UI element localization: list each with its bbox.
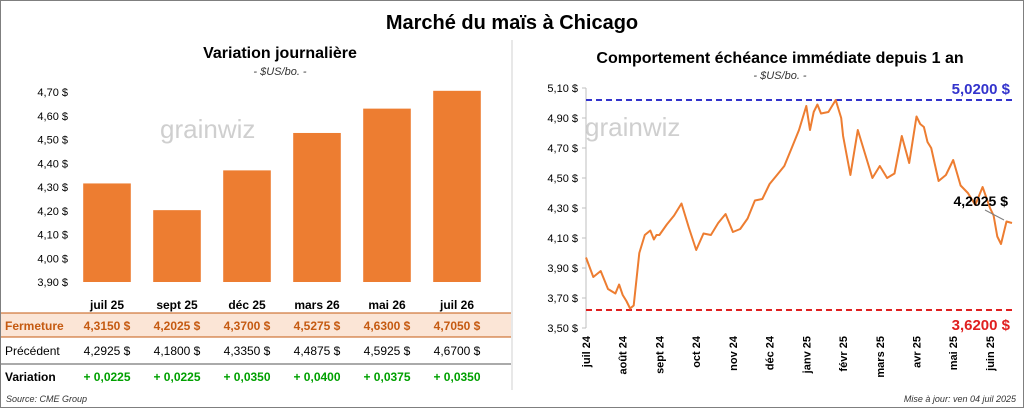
left-y-tick-label: 4,60 $: [37, 111, 68, 123]
left-y-tick-label: 4,10 $: [37, 230, 68, 242]
right-x-tick-label: août 24: [618, 335, 630, 374]
left-watermark: grainwiz: [160, 114, 255, 144]
right-watermark: grainwiz: [585, 112, 680, 142]
table-cell: 4,2025 $: [154, 319, 201, 333]
table-cell: 4,3700 $: [224, 319, 271, 333]
table-cell: 4,5275 $: [294, 319, 341, 333]
table-cell: + 0,0225: [153, 370, 200, 384]
right-y-tick-label: 3,50 $: [547, 323, 578, 335]
table-cell: 4,6700 $: [434, 344, 481, 358]
left-y-tick-label: 3,90 $: [37, 277, 68, 289]
left-chart-title: Variation journalière: [203, 45, 357, 62]
right-y-tick-label: 3,70 $: [547, 293, 578, 305]
right-y-tick-label: 4,30 $: [547, 203, 578, 215]
left-x-tick-label: déc 25: [228, 298, 266, 312]
table-cell: 4,1800 $: [154, 344, 201, 358]
left-y-tick-label: 4,00 $: [37, 253, 68, 265]
left-x-tick-label: mars 26: [294, 298, 340, 312]
bar-2: [223, 170, 271, 282]
right-x-tick-label: oct 24: [691, 335, 703, 368]
left-x-tick-label: sept 25: [156, 298, 198, 312]
table-row-highlight: [1, 313, 511, 337]
right-y-tick-label: 4,50 $: [547, 173, 578, 185]
left-y-tick-label: 4,20 $: [37, 206, 68, 218]
source-note: Source: CME Group: [6, 394, 88, 404]
left-y-tick-label: 4,50 $: [37, 135, 68, 147]
table-row-label: Précédent: [5, 344, 60, 358]
table-cell: 4,6300 $: [364, 319, 411, 333]
table-cell: + 0,0375: [363, 370, 410, 384]
right-y-tick-label: 4,70 $: [547, 143, 578, 155]
right-y-tick-label: 4,90 $: [547, 113, 578, 125]
right-y-tick-label: 3,90 $: [547, 263, 578, 275]
right-x-tick-label: mai 25: [948, 336, 960, 370]
price-line: [585, 99, 1013, 310]
bar-4: [363, 108, 411, 282]
table-cell: 4,7050 $: [434, 319, 481, 333]
update-note: Mise à jour: ven 04 juil 2025: [903, 394, 1016, 404]
bar-1: [153, 210, 201, 282]
table-row-label: Fermeture: [5, 319, 64, 333]
left-x-tick-label: mai 26: [368, 298, 406, 312]
table-cell: + 0,0350: [433, 370, 480, 384]
page-title: Marché du maïs à Chicago: [385, 12, 639, 34]
left-x-tick-label: juil 25: [89, 298, 124, 312]
last-value-label: 4,2025 $: [954, 193, 1009, 209]
left-x-tick-label: juil 26: [439, 298, 474, 312]
right-y-tick-label: 4,10 $: [547, 233, 578, 245]
bar-5: [433, 90, 481, 282]
right-chart-title: Comportement échéance immédiate depuis 1…: [596, 50, 964, 67]
table-cell: 4,3350 $: [224, 344, 271, 358]
table-cell: + 0,0400: [293, 370, 340, 384]
min-reference-label: 3,6200 $: [952, 317, 1011, 334]
right-x-tick-label: nov 24: [728, 335, 740, 371]
right-x-tick-label: janv 25: [801, 336, 813, 374]
table-cell: 4,2925 $: [84, 344, 131, 358]
left-y-tick-label: 4,70 $: [37, 87, 68, 99]
table-cell: 4,4875 $: [294, 344, 341, 358]
right-x-tick-label: avr 25: [912, 336, 924, 368]
table-cell: + 0,0225: [83, 370, 130, 384]
left-chart-unit: - $US/bo. -: [253, 66, 307, 78]
table-cell: 4,5925 $: [364, 344, 411, 358]
right-y-tick-label: 5,10 $: [547, 83, 578, 95]
bar-0: [83, 183, 131, 282]
table-cell: + 0,0350: [223, 370, 270, 384]
table-row-label: Variation: [5, 370, 56, 384]
max-reference-label: 5,0200 $: [952, 81, 1011, 98]
right-x-tick-label: juil 24: [581, 335, 593, 368]
right-chart-unit: - $US/bo. -: [753, 70, 807, 82]
table-cell: 4,3150 $: [84, 319, 131, 333]
right-x-tick-label: juin 25: [985, 336, 997, 372]
last-value-leader: [984, 209, 1005, 221]
right-x-tick-label: févr 25: [838, 336, 850, 371]
right-x-tick-label: déc 24: [765, 335, 777, 370]
left-y-tick-label: 4,30 $: [37, 182, 68, 194]
right-x-tick-label: sept 24: [654, 335, 666, 374]
left-y-tick-label: 4,40 $: [37, 158, 68, 170]
bar-3: [293, 132, 341, 282]
right-x-tick-label: mars 25: [875, 336, 887, 378]
